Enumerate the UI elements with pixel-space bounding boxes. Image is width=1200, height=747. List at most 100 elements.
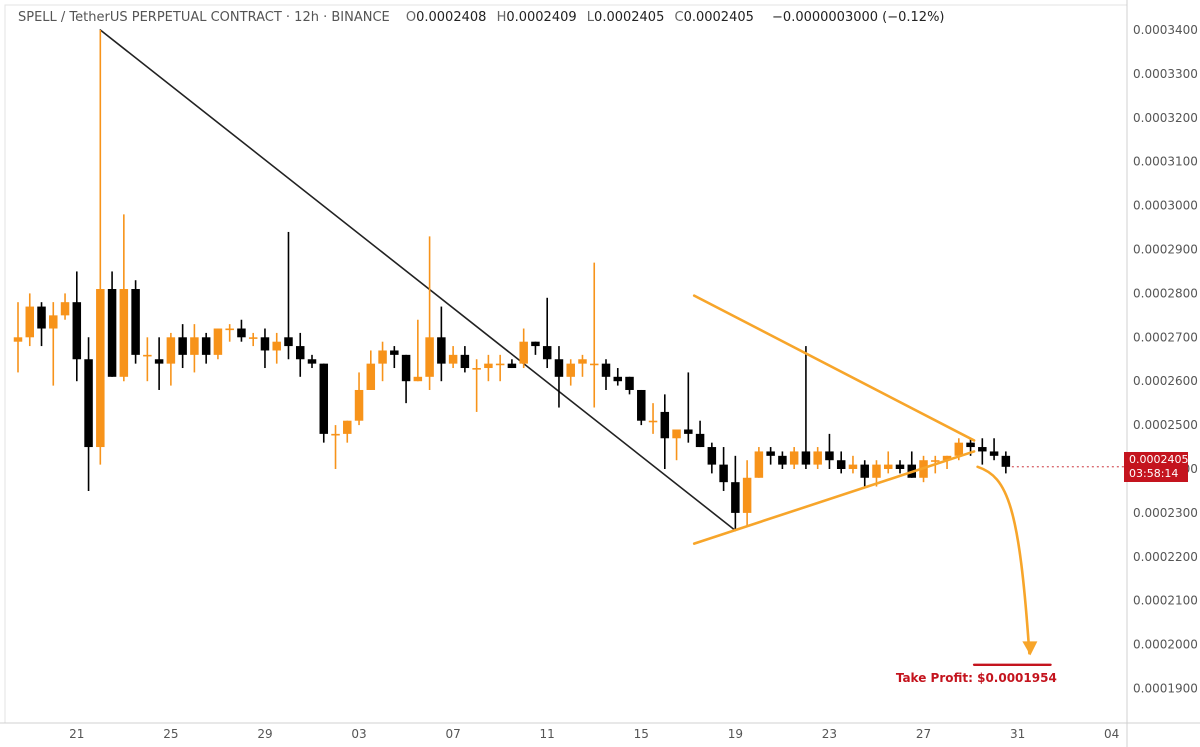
candle <box>437 306 446 382</box>
candle-body <box>213 328 223 355</box>
candle <box>49 302 58 386</box>
candle-body <box>331 433 340 436</box>
candle <box>825 433 834 469</box>
candle-body <box>554 359 564 377</box>
candle <box>60 293 70 320</box>
candle-body <box>260 337 270 351</box>
candle-body <box>131 289 140 355</box>
candle <box>789 447 799 469</box>
candle <box>836 451 846 474</box>
y-tick-label: 0.0003200 <box>1133 111 1198 125</box>
candle <box>942 455 952 469</box>
candle <box>119 214 129 382</box>
candle <box>883 451 893 474</box>
candle-body <box>354 389 364 421</box>
candle-body <box>942 455 952 461</box>
candle-body <box>37 306 46 329</box>
candle-body <box>978 447 987 452</box>
candle-body <box>425 337 434 377</box>
candle-body <box>272 341 281 351</box>
candle <box>295 332 305 377</box>
y-tick-label: 0.0002800 <box>1133 286 1198 300</box>
candle-body <box>472 368 481 370</box>
candle <box>531 341 540 355</box>
x-tick-label: 29 <box>257 727 272 741</box>
candle-body <box>190 337 199 355</box>
candle-body <box>883 464 893 469</box>
candle-body <box>143 354 152 357</box>
candle-body <box>660 411 670 439</box>
x-tick-label: 27 <box>916 727 931 741</box>
low-label: L <box>586 10 595 25</box>
candle <box>872 460 881 487</box>
candle <box>166 332 176 386</box>
candle-body <box>84 359 93 448</box>
candle-body <box>637 389 646 421</box>
candle-body <box>237 328 246 338</box>
x-tick-label: 23 <box>822 727 837 741</box>
x-tick-label: 15 <box>634 727 649 741</box>
candle <box>260 328 270 369</box>
candle-body <box>778 455 787 465</box>
candle <box>143 337 152 382</box>
candle <box>331 425 340 469</box>
candle <box>37 302 46 347</box>
symbol-title: SPELL / TetherUS PERPETUAL CONTRACT · 12… <box>18 10 390 25</box>
candle-body <box>49 315 58 329</box>
candle <box>448 346 458 369</box>
candle <box>413 319 423 382</box>
candle <box>507 359 517 369</box>
candle-body <box>319 363 329 434</box>
candle <box>96 30 105 465</box>
candle-body <box>1001 455 1011 467</box>
candle-body <box>178 337 187 355</box>
candle <box>801 346 811 469</box>
candle <box>731 455 740 531</box>
candle-body <box>931 460 940 462</box>
candle-body <box>542 346 552 360</box>
candle-body <box>378 350 387 364</box>
candle <box>354 372 364 426</box>
candle-body <box>295 346 305 360</box>
bar-countdown: 03:58:14 <box>1129 467 1179 480</box>
candle <box>554 346 564 408</box>
candle <box>378 341 387 382</box>
candle-body <box>401 354 411 382</box>
candle <box>766 447 775 465</box>
candle-body <box>707 447 717 465</box>
candle-body <box>578 359 587 364</box>
candle-body <box>648 420 658 423</box>
x-tick-label: 03 <box>351 727 366 741</box>
candle-body <box>613 376 623 382</box>
pattern-annotations <box>692 294 1127 666</box>
candle <box>707 442 717 474</box>
y-tick-label: 0.0002200 <box>1133 550 1198 564</box>
y-tick-label: 0.0002600 <box>1133 374 1198 388</box>
candle <box>742 460 752 527</box>
candle <box>1001 451 1011 474</box>
candle <box>695 420 705 448</box>
candle-body <box>413 376 423 382</box>
candle <box>190 324 199 373</box>
candle-body <box>695 433 705 448</box>
y-tick-label: 0.0003100 <box>1133 155 1198 169</box>
candle-body <box>531 341 540 347</box>
candle <box>13 302 23 373</box>
candle <box>589 262 599 408</box>
candle <box>319 363 329 443</box>
candle-body <box>684 429 693 434</box>
candle <box>272 332 281 364</box>
candle-body <box>966 442 975 448</box>
candle-body <box>731 482 740 513</box>
candle <box>154 337 164 390</box>
x-tick-label: 19 <box>728 727 743 741</box>
candle <box>860 460 869 487</box>
candle-body <box>507 363 517 369</box>
take-profit-label: Take Profit: $0.0001954 <box>896 671 1057 685</box>
candle-body <box>448 354 458 364</box>
candle <box>460 346 470 373</box>
candle-body <box>201 337 211 355</box>
candle-body <box>813 451 822 465</box>
candle <box>343 420 352 443</box>
